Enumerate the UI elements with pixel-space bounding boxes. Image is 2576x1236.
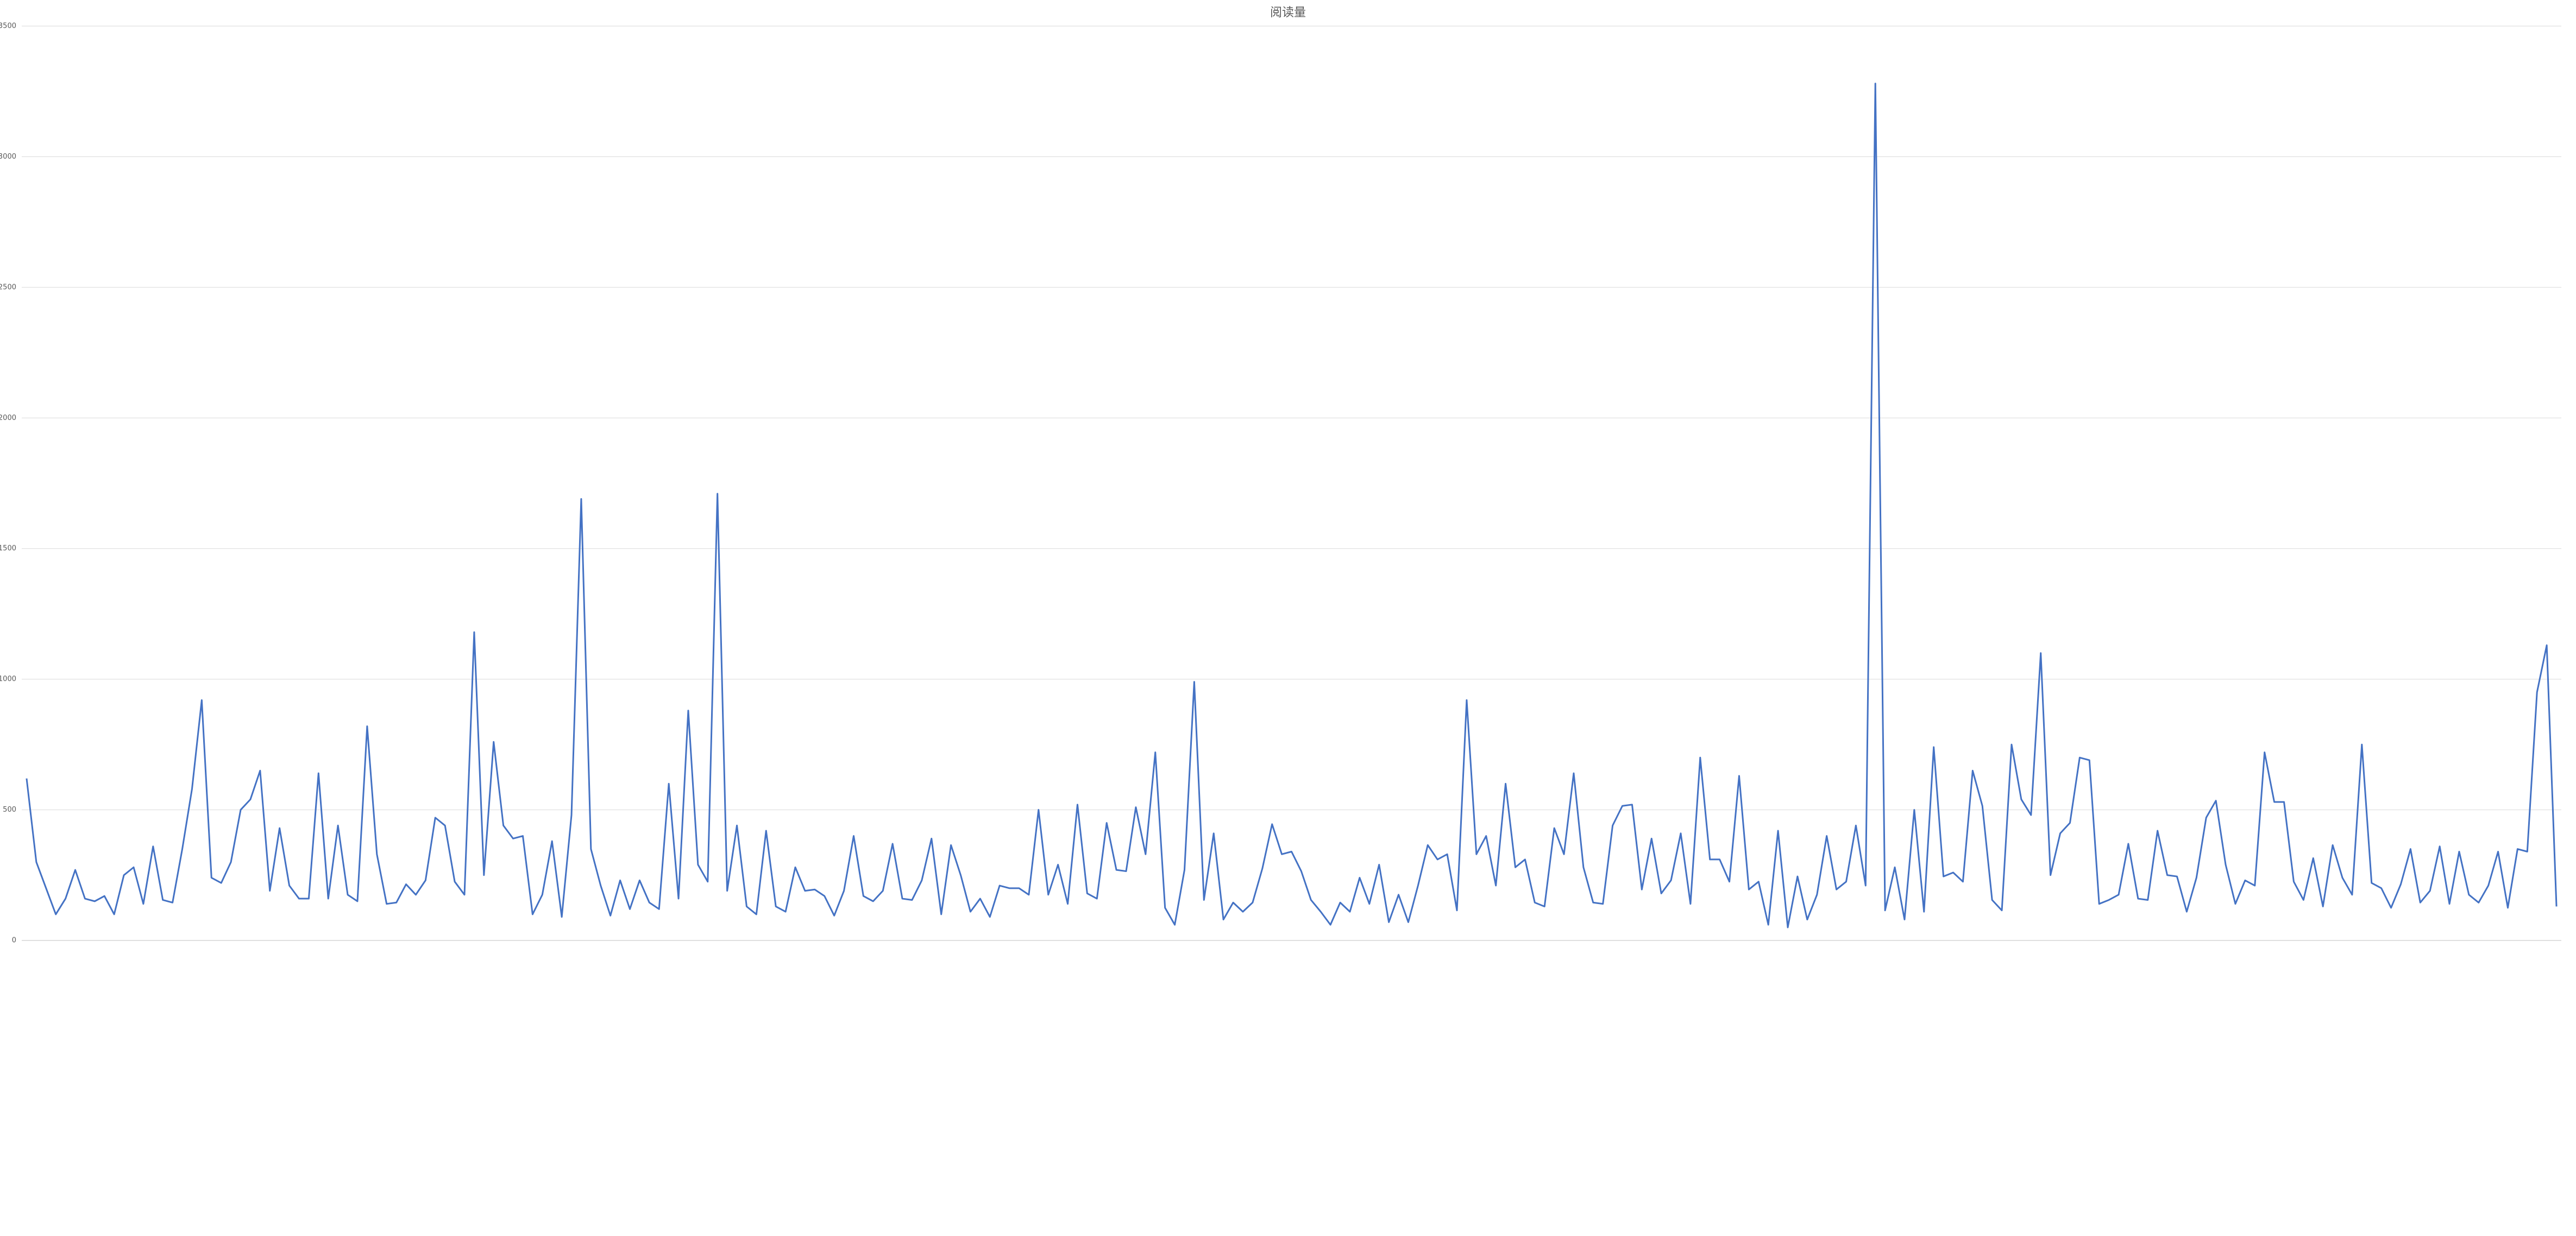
y-tick-label: 3000 — [0, 153, 16, 161]
chart-title: 阅读量 — [1270, 6, 1306, 20]
y-tick-label: 2500 — [0, 283, 16, 291]
data-line — [26, 83, 2558, 928]
y-tick-label: 2000 — [0, 414, 16, 422]
y-tick-label: 1500 — [0, 544, 16, 553]
y-tick-label: 0 — [12, 937, 16, 945]
y-tick-label: 3500 — [0, 22, 16, 30]
y-tick-label: 1000 — [0, 675, 16, 683]
y-tick-label: 500 — [3, 806, 16, 814]
